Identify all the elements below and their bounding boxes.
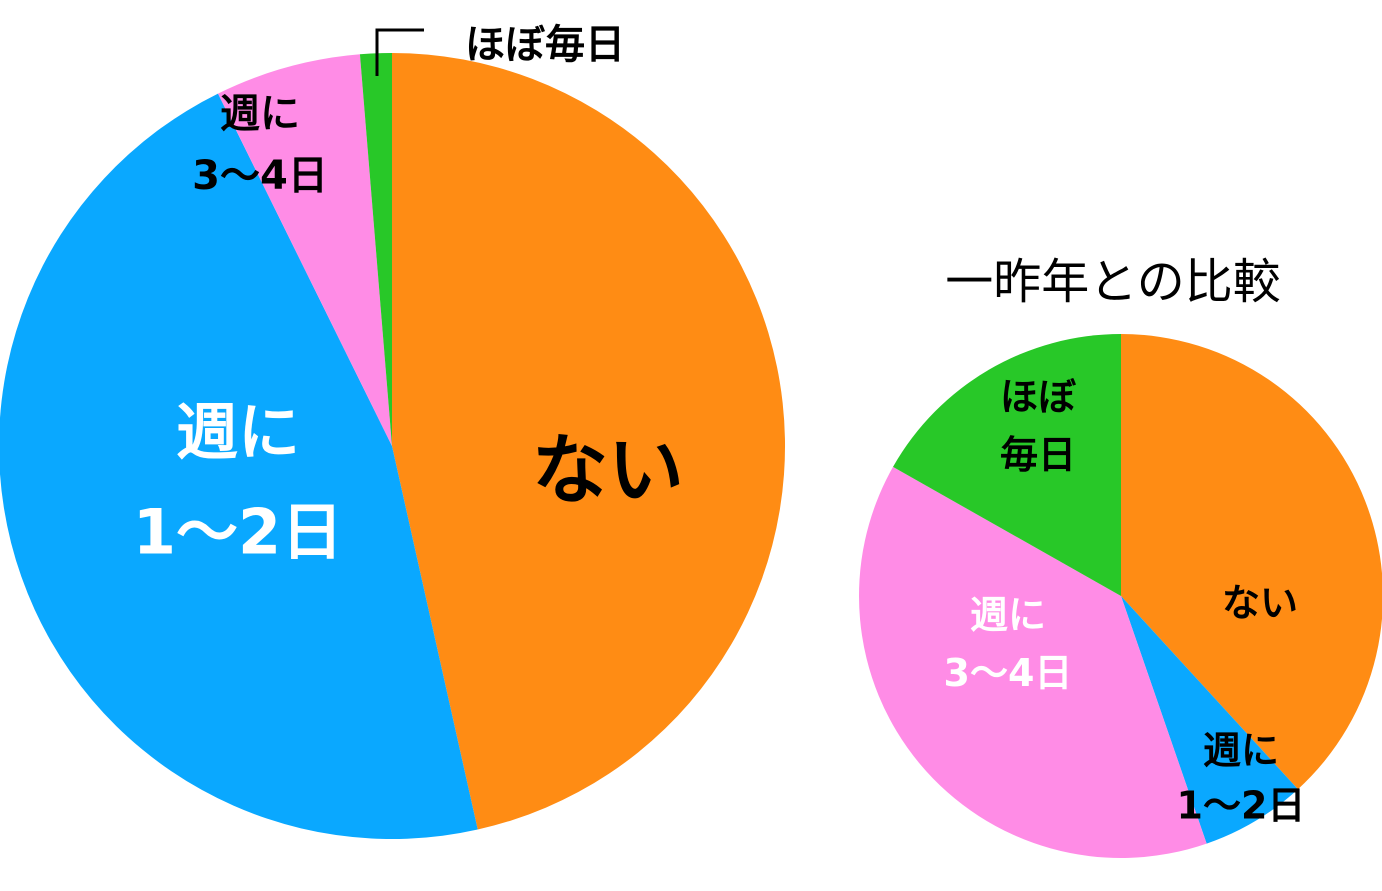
pie2-slice-1-label-line-1: ない (1222, 581, 1298, 625)
pie1-slice-1 (392, 52, 786, 830)
pie1-slice-2-label-line-1: 週に (176, 396, 300, 469)
pie1-slice-3-label-line-1: 週に (220, 91, 300, 137)
pie1-slice-4 (359, 53, 392, 446)
pie1-leader-line (375, 28, 424, 76)
pie1-slice-1-label-line-1: ない (532, 426, 684, 515)
pie2-slice-4-label-line-1: ほぼ (1000, 375, 1077, 419)
pie2-slice-4 (893, 334, 1121, 596)
pie2-slice-2 (1121, 596, 1298, 844)
pie2-slice-3-label-line-1: 週に (970, 593, 1046, 637)
pie2-slice-1 (1121, 334, 1382, 790)
pie1-slice-2 (0, 93, 478, 839)
pie1-slice-3 (218, 54, 392, 447)
pie1-slice-3-label-line-2: 3〜4日 (192, 153, 328, 199)
pie2-slice-4-label-line-2: 毎日 (1000, 433, 1076, 477)
pie2-slice-3-label-line-2: 3〜4日 (944, 651, 1073, 695)
pie1-slice-4-label-line-1: ほぼ毎日 (465, 22, 625, 68)
pie2-slice-3 (858, 466, 1207, 859)
pie2-slice-2-label-line-2: 1〜2日 (1177, 784, 1306, 828)
pie1-slice-2-label-line-2: 1〜2日 (133, 496, 343, 569)
pie2-slice-2-label-line-1: 週に (1203, 729, 1279, 773)
pie2-title: 一昨年との比較 (945, 254, 1281, 310)
